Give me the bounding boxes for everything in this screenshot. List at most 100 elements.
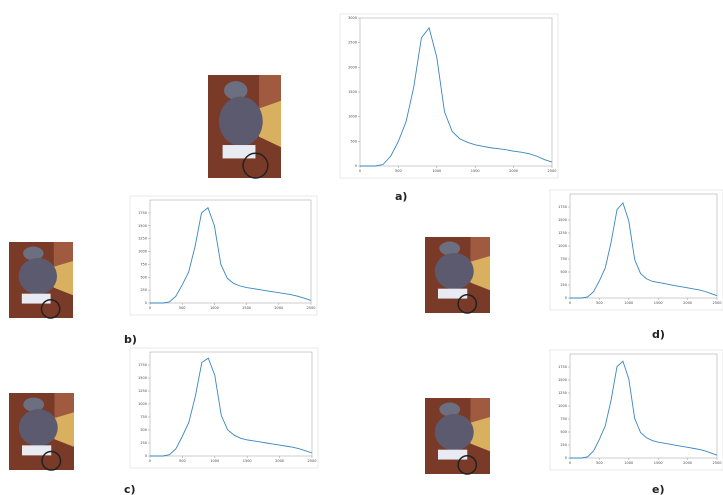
photo-legs	[222, 145, 256, 159]
photo	[425, 398, 490, 475]
x-tick-label: 1000	[432, 169, 441, 173]
photo-body	[218, 96, 263, 147]
histogram-line	[150, 357, 313, 457]
photo-wheel	[41, 450, 62, 471]
photo-legs	[21, 293, 51, 304]
x-tick-label: 1000	[210, 306, 219, 310]
x-tick-label: 2000	[275, 459, 284, 463]
histogram-line	[150, 206, 312, 304]
plot-frame	[339, 13, 559, 179]
y-tick-label: 2500	[348, 41, 357, 45]
y-tick-label: 1000	[558, 244, 567, 248]
y-tick-label: 750	[140, 262, 147, 266]
y-tick-label: 1250	[558, 231, 567, 235]
panel-label: e)	[652, 483, 665, 495]
x-tick-label: 2500	[548, 169, 557, 173]
histogram-line	[360, 26, 553, 167]
x-tick-label: 500	[596, 461, 603, 465]
photo-legs	[22, 445, 52, 456]
y-tick-label: 500	[350, 139, 357, 143]
x-tick-label: 2500	[308, 459, 317, 463]
y-tick-label: 1250	[138, 237, 147, 241]
photo-body	[18, 409, 58, 447]
y-tick-label: 0	[355, 164, 357, 168]
y-tick-label: 1000	[138, 250, 147, 254]
y-tick-label: 500	[560, 430, 567, 434]
photo	[9, 242, 73, 319]
x-tick-label: 2000	[274, 306, 283, 310]
x-tick-label: 0	[569, 301, 571, 305]
x-tick-label: 0	[149, 459, 151, 463]
x-tick-label: 500	[179, 459, 186, 463]
plot-frame	[129, 195, 318, 316]
photo-wheel	[457, 455, 478, 475]
y-tick-label: 500	[140, 428, 147, 432]
photo-head	[439, 402, 461, 417]
photo-wheel	[40, 299, 61, 319]
x-tick-label: 1500	[471, 169, 480, 173]
histogram-line	[570, 360, 718, 459]
x-tick-label: 0	[149, 306, 151, 310]
y-tick-label: 500	[560, 270, 567, 274]
x-tick-label: 1500	[242, 306, 251, 310]
photo-legs	[438, 288, 468, 299]
y-tick-label: 0	[145, 301, 147, 305]
plot-frame	[549, 189, 723, 311]
y-tick-label: 3000	[348, 16, 357, 20]
y-tick-label: 0	[565, 296, 567, 300]
y-tick-label: 1750	[138, 211, 147, 215]
histogram-line	[570, 201, 718, 299]
photo	[425, 237, 490, 314]
photo-wheel	[242, 152, 269, 179]
photo-legs	[438, 449, 468, 460]
x-tick-label: 2500	[713, 301, 722, 305]
y-tick-label: 1500	[558, 218, 567, 222]
photo	[208, 75, 281, 179]
x-tick-label: 2500	[307, 306, 316, 310]
panel-label: b)	[124, 333, 137, 346]
y-tick-label: 750	[560, 417, 567, 421]
x-tick-label: 1000	[624, 461, 633, 465]
y-tick-label: 1750	[558, 365, 567, 369]
photo-body	[434, 413, 474, 451]
x-tick-label: 2000	[509, 169, 518, 173]
x-tick-label: 0	[569, 461, 571, 465]
y-tick-label: 1750	[138, 363, 147, 367]
plot-frame	[129, 347, 319, 469]
x-tick-label: 0	[359, 169, 361, 173]
y-tick-label: 250	[560, 443, 567, 447]
y-tick-label: 1000	[138, 402, 147, 406]
panel-label: d)	[652, 328, 665, 341]
y-tick-label: 500	[140, 275, 147, 279]
y-tick-label: 1000	[348, 115, 357, 119]
x-tick-label: 500	[596, 301, 603, 305]
y-tick-label: 1500	[138, 224, 147, 228]
x-tick-label: 2000	[683, 301, 692, 305]
photo-wheel	[457, 294, 478, 314]
y-tick-label: 250	[140, 288, 147, 292]
y-tick-label: 750	[140, 415, 147, 419]
x-tick-label: 2500	[713, 461, 722, 465]
y-tick-label: 1250	[558, 391, 567, 395]
photo-head	[439, 241, 461, 256]
plot-frame	[549, 349, 723, 471]
photo-head	[23, 397, 45, 412]
y-tick-label: 250	[560, 283, 567, 287]
panel-label: a)	[395, 190, 407, 203]
x-tick-label: 1500	[654, 301, 663, 305]
y-tick-label: 2000	[348, 65, 357, 69]
photo-body	[18, 257, 57, 295]
y-tick-label: 1500	[138, 376, 147, 380]
photo-head	[224, 81, 248, 100]
photo-body	[434, 252, 474, 290]
x-tick-label: 500	[179, 306, 186, 310]
x-tick-label: 1000	[210, 459, 219, 463]
y-tick-label: 250	[140, 441, 147, 445]
x-tick-label: 1000	[624, 301, 633, 305]
y-tick-label: 1750	[558, 205, 567, 209]
x-tick-label: 1500	[654, 461, 663, 465]
y-tick-label: 750	[560, 257, 567, 261]
x-tick-label: 500	[395, 169, 402, 173]
y-tick-label: 0	[565, 456, 567, 460]
